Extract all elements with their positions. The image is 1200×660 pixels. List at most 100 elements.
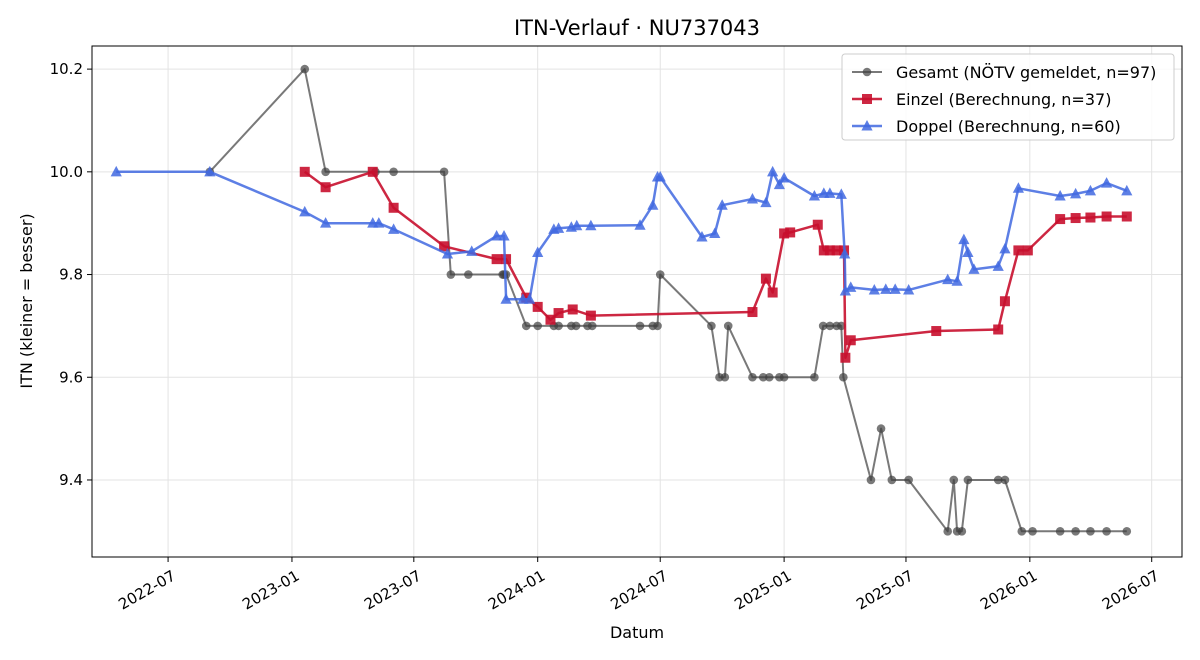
data-point-gesamt: [1017, 527, 1027, 536]
data-point-einzel: [824, 245, 835, 256]
data-point-einzel: [532, 301, 543, 312]
data-point-gesamt: [779, 372, 789, 382]
data-point-doppel: [552, 222, 565, 233]
data-point-doppel: [868, 283, 880, 295]
series-einzel: [299, 166, 1132, 363]
data-point-doppel: [571, 219, 583, 231]
data-point-doppel: [110, 165, 122, 177]
data-point-gesamt: [764, 372, 774, 382]
data-point-einzel: [388, 202, 399, 213]
data-point-doppel: [299, 205, 311, 217]
data-point-einzel: [585, 310, 596, 321]
data-point-doppel: [773, 178, 785, 190]
data-point-einzel: [501, 254, 512, 265]
data-point-gesamt: [957, 527, 967, 536]
legend-label-gesamt: Gesamt (NÖTV gemeldet, n=97): [896, 63, 1156, 82]
data-point-doppel: [441, 247, 454, 259]
data-point-doppel: [992, 260, 1004, 271]
data-point-doppel: [778, 171, 790, 183]
data-point-doppel: [466, 245, 478, 256]
data-point-einzel: [367, 166, 378, 177]
data-point-gesamt: [866, 475, 876, 485]
y-tick-label: 10.0: [50, 163, 83, 181]
data-point-doppel: [320, 217, 332, 228]
data-point-gesamt: [655, 270, 665, 279]
data-point-einzel: [812, 219, 823, 230]
data-point-einzel: [818, 245, 829, 256]
data-point-einzel: [1013, 245, 1024, 256]
data-point-gesamt: [653, 321, 662, 331]
data-point-doppel: [999, 242, 1011, 254]
data-point-doppel: [532, 246, 544, 257]
series-gesamt: [205, 64, 1132, 536]
data-point-doppel: [647, 199, 659, 210]
data-point-einzel: [521, 292, 532, 303]
data-point-gesamt: [389, 167, 398, 177]
data-point-doppel: [824, 187, 836, 198]
data-point-doppel: [709, 227, 721, 238]
y-tick-label: 9.6: [59, 368, 83, 386]
data-point-doppel: [373, 217, 385, 228]
data-point-einzel: [1085, 212, 1096, 223]
data-point-einzel: [553, 308, 564, 319]
y-tick-label: 10.2: [50, 60, 83, 78]
data-point-gesamt: [571, 321, 581, 331]
data-point-gesamt: [943, 527, 953, 536]
data-point-doppel: [1054, 189, 1066, 201]
legend: Gesamt (NÖTV gemeldet, n=97) Einzel (Bere…: [841, 53, 1175, 141]
plot-frame: [91, 45, 1183, 558]
data-point-doppel: [845, 281, 857, 292]
data-point-doppel: [951, 275, 963, 286]
y-axis: 9.4 9.6 9.8 10.0 10.2: [50, 60, 92, 489]
data-point-gesamt: [321, 167, 330, 177]
data-point-einzel: [1022, 245, 1033, 256]
data-point-gesamt: [587, 321, 597, 331]
data-point-einzel: [491, 254, 502, 265]
data-point-gesamt: [1086, 527, 1095, 536]
data-point-doppel: [1070, 187, 1082, 199]
data-point-doppel: [958, 233, 970, 245]
data-point-einzel: [767, 287, 778, 298]
data-point-einzel: [840, 352, 851, 363]
data-point-einzel: [1121, 211, 1132, 222]
data-point-einzel: [999, 296, 1010, 307]
data-point-gesamt: [887, 475, 897, 485]
chart-title: ITN-Verlauf · NU737043: [514, 16, 760, 40]
data-point-gesamt: [876, 424, 886, 433]
data-point-einzel: [1055, 214, 1066, 225]
data-point-doppel: [1084, 184, 1097, 196]
legend-box: [841, 53, 1175, 141]
legend-marker-einzel: [862, 94, 872, 104]
data-point-einzel: [785, 227, 796, 238]
data-point-doppel: [498, 230, 510, 241]
data-point-doppel: [696, 231, 708, 242]
data-point-doppel: [491, 230, 503, 241]
data-point-einzel: [299, 166, 310, 177]
data-point-gesamt: [963, 475, 973, 485]
data-point-doppel: [880, 283, 892, 294]
data-point-einzel: [760, 273, 771, 284]
data-point-doppel: [524, 293, 536, 304]
data-point-doppel: [767, 165, 779, 177]
data-point-doppel: [204, 165, 216, 177]
y-axis-label: ITN (kleiner = besser): [17, 213, 36, 388]
data-point-gesamt: [300, 64, 310, 74]
data-point-doppel: [962, 246, 974, 257]
data-point-gesamt: [521, 321, 531, 331]
data-point-doppel: [746, 193, 759, 204]
data-point-gesamt: [720, 372, 730, 382]
data-point-doppel: [654, 170, 666, 182]
data-point-einzel: [931, 326, 942, 337]
data-point-einzel: [1101, 211, 1112, 222]
series-layer: [110, 64, 1133, 536]
data-point-doppel: [968, 263, 980, 274]
data-point-doppel: [889, 283, 901, 294]
data-point-doppel: [1012, 182, 1024, 193]
data-point-doppel: [716, 199, 728, 210]
data-point-einzel: [831, 245, 842, 256]
data-point-doppel: [634, 219, 646, 230]
legend-marker-doppel: [861, 120, 873, 131]
data-point-einzel: [567, 304, 578, 315]
legend-marker-gesamt: [862, 67, 872, 77]
